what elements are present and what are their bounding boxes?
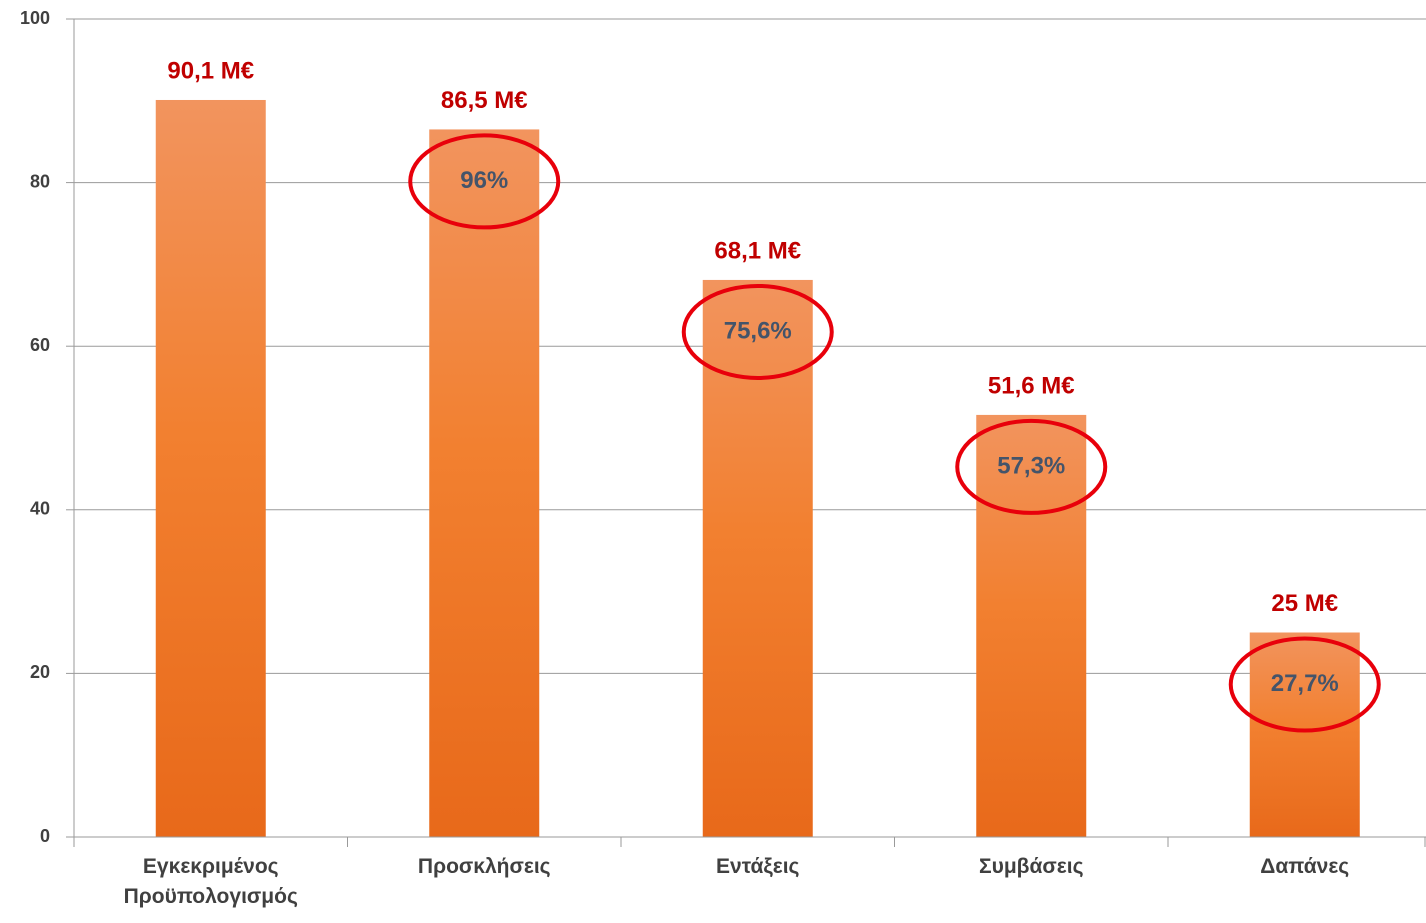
y-tick-label: 20 <box>30 662 50 682</box>
value-label: 90,1 M€ <box>167 57 254 84</box>
bar <box>1249 632 1360 837</box>
x-tick-label: Εγκεκριμένος Προϋπολογισμός <box>123 855 298 908</box>
y-tick-label: 0 <box>40 826 50 846</box>
annotation-circle <box>408 133 561 230</box>
annotation-circle <box>1228 636 1381 733</box>
annotation-text: 96% <box>460 167 508 194</box>
annotation-text: 57,3% <box>997 452 1065 479</box>
bar <box>976 414 1087 837</box>
value-label: 51,6 M€ <box>988 372 1075 399</box>
y-tick-label: 60 <box>30 335 50 355</box>
x-tick-label: Εντάξεις <box>716 855 800 878</box>
value-label: 86,5 M€ <box>441 87 528 114</box>
x-tick-label: Συμβάσεις <box>979 855 1084 878</box>
bar <box>155 99 266 838</box>
y-tick-label: 80 <box>30 171 50 191</box>
annotation-circle <box>681 283 834 380</box>
value-label: 68,1 M€ <box>714 237 801 264</box>
bar <box>702 279 813 837</box>
y-tick-label: 100 <box>20 8 50 28</box>
annotation-text: 27,7% <box>1271 670 1339 697</box>
x-tick-label: Προσκλήσεις <box>417 855 551 878</box>
x-tick-label: Δαπάνες <box>1260 855 1350 878</box>
annotation-text: 75,6% <box>724 317 792 344</box>
y-tick-label: 40 <box>30 499 50 519</box>
bar <box>429 129 540 837</box>
value-label: 25 M€ <box>1271 590 1338 617</box>
annotation-circle <box>955 418 1108 515</box>
